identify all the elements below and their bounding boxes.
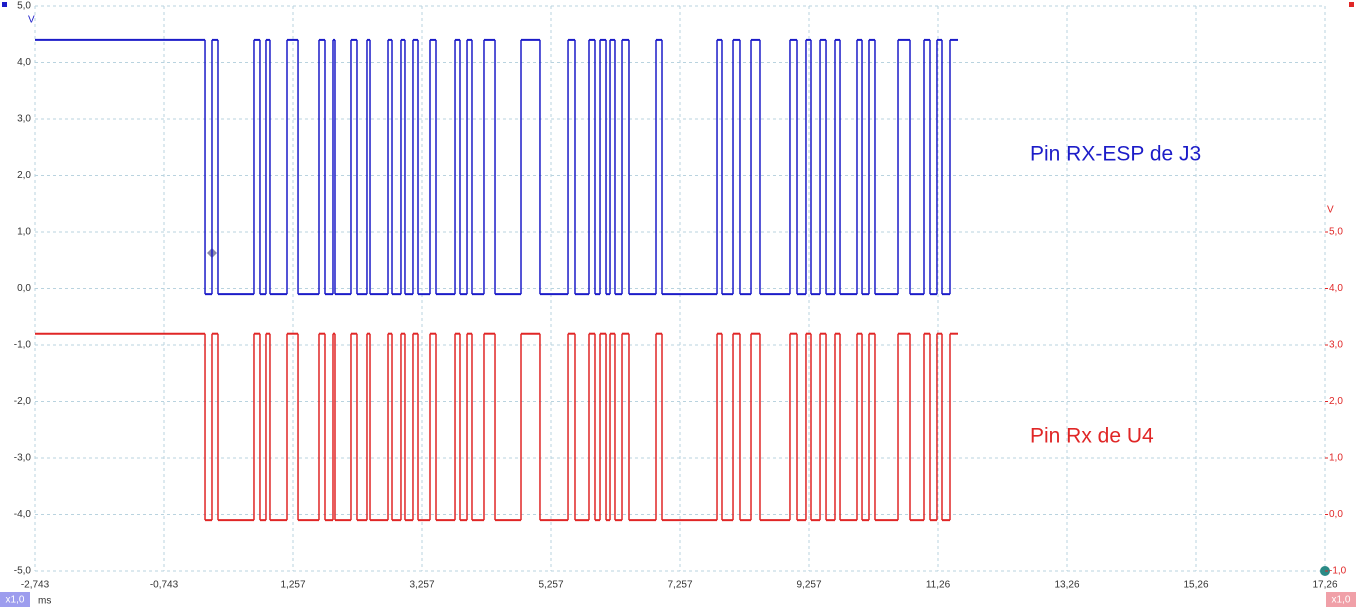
x-tick-label: 17,26 <box>1312 580 1337 591</box>
scale-badge <box>0 592 30 607</box>
y2-tick-label: 1,0 <box>1329 453 1343 464</box>
y2-tick-label: -1,0 <box>1329 566 1347 577</box>
y-tick-label: -5,0 <box>14 566 32 577</box>
y-axis-unit: V <box>28 15 35 26</box>
y-tick-label: 5,0 <box>17 1 31 12</box>
x-tick-label: 11,26 <box>926 580 951 591</box>
scale-label: x1,0 <box>6 595 25 606</box>
x-tick-label: 9,257 <box>796 580 821 591</box>
x-tick-label: -0,743 <box>150 580 179 591</box>
scale-label: x1,0 <box>1332 595 1351 606</box>
y2-axis-unit: V <box>1327 205 1334 216</box>
channel-marker <box>2 2 7 7</box>
y2-tick-label: 5,0 <box>1329 227 1343 238</box>
x-tick-label: 3,257 <box>409 580 434 591</box>
channel-marker <box>1349 2 1354 7</box>
x-tick-label: 13,26 <box>1054 580 1079 591</box>
annotation: Pin RX-ESP de J3 <box>1030 143 1201 166</box>
y-tick-label: 1,0 <box>17 227 31 238</box>
y2-tick-label: 2,0 <box>1329 396 1343 407</box>
annotation: Pin Rx de U4 <box>1030 425 1154 448</box>
x-axis-unit: ms <box>38 596 51 607</box>
y2-tick-label: 0,0 <box>1329 509 1343 520</box>
y-tick-label: 2,0 <box>17 170 31 181</box>
scale-badge <box>1326 592 1356 607</box>
y2-tick-label: 3,0 <box>1329 340 1343 351</box>
x-tick-label: 15,26 <box>1183 580 1208 591</box>
x-tick-label: 5,257 <box>538 580 563 591</box>
x-tick-label: 1,257 <box>280 580 305 591</box>
y-tick-label: 3,0 <box>17 114 31 125</box>
y-tick-label: 0,0 <box>17 283 31 294</box>
y-tick-label: -4,0 <box>14 509 32 520</box>
y-tick-label: -1,0 <box>14 340 32 351</box>
x-tick-label: 7,257 <box>667 580 692 591</box>
x-tick-label: -2,743 <box>21 580 50 591</box>
y-tick-label: -3,0 <box>14 453 32 464</box>
y-tick-label: -2,0 <box>14 396 32 407</box>
y-tick-label: 4,0 <box>17 57 31 68</box>
y2-tick-label: 4,0 <box>1329 283 1343 294</box>
